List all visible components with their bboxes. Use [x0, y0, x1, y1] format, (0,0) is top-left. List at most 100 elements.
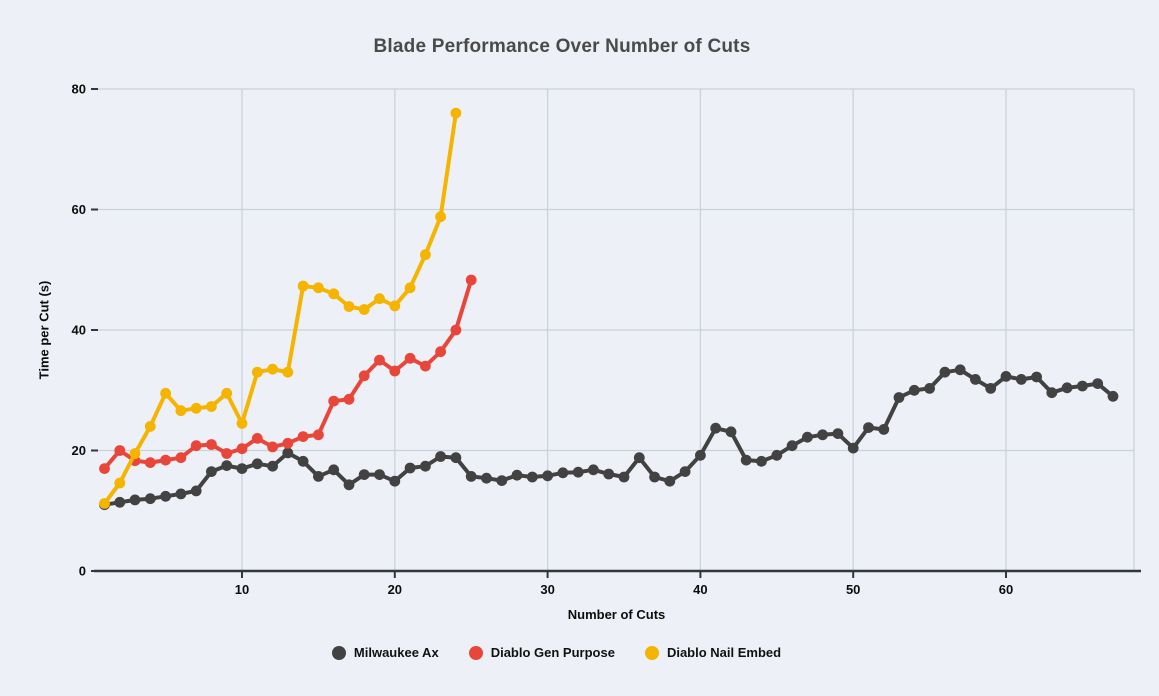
data-point-milwaukee-ax	[847, 442, 859, 454]
y-tick-label: 80	[72, 82, 86, 97]
data-point-milwaukee-ax	[389, 475, 401, 487]
data-point-diablo-nail-embed	[267, 363, 278, 375]
data-point-milwaukee-ax	[756, 455, 767, 467]
data-point-milwaukee-ax	[954, 364, 966, 376]
x-axis-title: Number of Cuts	[567, 607, 666, 622]
data-point-diablo-gen-purpose	[313, 429, 324, 441]
y-tick-label: 60	[72, 202, 86, 217]
data-point-diablo-nail-embed	[389, 300, 401, 312]
data-point-milwaukee-ax	[740, 454, 752, 466]
data-point-milwaukee-ax	[985, 383, 997, 394]
data-point-milwaukee-ax	[511, 469, 523, 481]
data-point-diablo-gen-purpose	[221, 448, 233, 459]
data-point-milwaukee-ax	[1107, 390, 1119, 402]
data-point-diablo-nail-embed	[282, 366, 294, 378]
data-point-milwaukee-ax	[572, 466, 584, 478]
data-point-milwaukee-ax	[664, 475, 676, 487]
data-point-diablo-nail-embed	[374, 293, 385, 305]
data-point-milwaukee-ax	[603, 468, 615, 480]
data-point-diablo-gen-purpose	[282, 437, 294, 449]
data-point-milwaukee-ax	[542, 470, 553, 482]
data-point-milwaukee-ax	[1046, 387, 1058, 399]
data-point-milwaukee-ax	[1061, 382, 1073, 394]
y-tick-label: 40	[72, 323, 86, 338]
data-point-milwaukee-ax	[190, 485, 202, 497]
data-point-diablo-gen-purpose	[358, 370, 370, 382]
chart-title: Blade Performance Over Number of Cuts	[373, 36, 751, 57]
data-point-milwaukee-ax	[404, 462, 416, 474]
data-point-milwaukee-ax	[221, 460, 233, 471]
data-point-milwaukee-ax	[970, 374, 981, 385]
data-point-diablo-gen-purpose	[160, 454, 172, 466]
chart-legend: Milwaukee Ax Diablo Gen Purpose Diablo N…	[0, 645, 1113, 660]
data-point-milwaukee-ax	[1077, 380, 1088, 392]
legend-swatch-milwaukee-ax-icon	[331, 645, 346, 660]
legend-item-diablo-nail-embed[interactable]: Diablo Nail Embed	[644, 645, 781, 660]
data-point-diablo-gen-purpose	[420, 360, 431, 372]
data-point-milwaukee-ax	[374, 469, 385, 480]
data-point-milwaukee-ax	[236, 463, 248, 474]
x-tick-label: 50	[846, 582, 860, 597]
data-point-diablo-nail-embed	[297, 280, 309, 292]
data-point-diablo-nail-embed	[251, 366, 263, 378]
data-point-milwaukee-ax	[129, 494, 141, 506]
data-point-diablo-nail-embed	[144, 421, 156, 432]
y-tick-label: 20	[72, 443, 86, 458]
data-point-milwaukee-ax	[435, 451, 446, 462]
data-point-diablo-gen-purpose	[190, 440, 202, 452]
data-point-milwaukee-ax	[313, 471, 324, 482]
data-point-milwaukee-ax	[817, 429, 828, 441]
data-point-diablo-gen-purpose	[389, 365, 401, 377]
data-point-milwaukee-ax	[649, 471, 660, 483]
legend-item-diablo-gen-purpose[interactable]: Diablo Gen Purpose	[468, 645, 615, 660]
x-tick-label: 10	[235, 582, 249, 597]
x-tick-label: 60	[999, 582, 1013, 597]
data-point-diablo-gen-purpose	[374, 354, 385, 366]
data-point-diablo-gen-purpose	[99, 463, 110, 474]
data-point-diablo-gen-purpose	[251, 433, 263, 444]
data-point-diablo-gen-purpose	[206, 439, 217, 450]
data-point-diablo-nail-embed	[450, 107, 462, 119]
data-point-diablo-gen-purpose	[267, 441, 278, 453]
data-point-diablo-gen-purpose	[328, 395, 340, 407]
data-point-milwaukee-ax	[725, 426, 737, 438]
data-point-diablo-gen-purpose	[450, 324, 462, 336]
data-point-diablo-nail-embed	[420, 249, 431, 261]
data-point-diablo-gen-purpose	[175, 452, 187, 464]
data-point-diablo-gen-purpose	[236, 443, 248, 455]
data-point-milwaukee-ax	[297, 455, 309, 467]
legend-item-milwaukee-ax[interactable]: Milwaukee Ax	[331, 645, 439, 660]
data-point-milwaukee-ax	[908, 384, 920, 396]
data-point-diablo-nail-embed	[313, 282, 324, 294]
data-point-milwaukee-ax	[878, 424, 890, 435]
data-point-diablo-nail-embed	[328, 288, 340, 300]
data-point-milwaukee-ax	[481, 472, 492, 484]
data-point-milwaukee-ax	[618, 471, 630, 483]
data-point-diablo-nail-embed	[435, 211, 446, 223]
y-tick-label: 0	[79, 564, 86, 579]
data-point-milwaukee-ax	[251, 458, 263, 470]
data-point-diablo-nail-embed	[175, 405, 187, 417]
data-point-milwaukee-ax	[175, 488, 187, 500]
data-point-milwaukee-ax	[1000, 371, 1012, 382]
data-point-diablo-nail-embed	[358, 304, 370, 315]
data-point-diablo-gen-purpose	[114, 445, 126, 456]
data-point-milwaukee-ax	[893, 392, 905, 403]
data-point-milwaukee-ax	[1092, 378, 1104, 389]
data-point-milwaukee-ax	[114, 496, 126, 508]
data-point-milwaukee-ax	[526, 471, 538, 483]
data-point-milwaukee-ax	[282, 447, 294, 459]
data-point-diablo-nail-embed	[190, 402, 202, 414]
data-point-diablo-nail-embed	[99, 498, 110, 509]
legend-label-milwaukee-ax: Milwaukee Ax	[353, 645, 439, 660]
data-point-milwaukee-ax	[786, 440, 798, 452]
data-point-milwaukee-ax	[771, 449, 783, 461]
data-point-milwaukee-ax	[802, 431, 813, 443]
data-point-diablo-nail-embed	[129, 448, 141, 459]
data-point-diablo-gen-purpose	[435, 346, 446, 358]
data-point-milwaukee-ax	[588, 464, 599, 476]
data-point-milwaukee-ax	[939, 366, 951, 378]
x-tick-label: 30	[540, 582, 554, 597]
data-point-diablo-nail-embed	[114, 477, 126, 489]
